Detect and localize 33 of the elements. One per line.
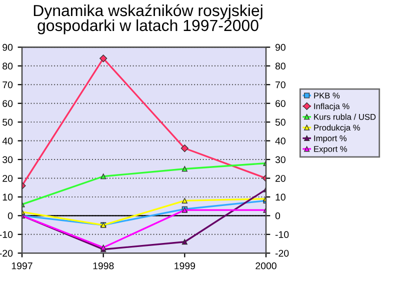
y-tick-label: 80 — [2, 62, 13, 70]
y-tick-label: 30 — [2, 156, 13, 164]
y2-tick-label: -20 — [275, 250, 289, 257]
y-tick-label: 60 — [2, 100, 13, 107]
x-tick-label: 1999 — [174, 262, 196, 270]
x-tick-label: 1997 — [12, 262, 32, 270]
legend-label: Export % — [314, 146, 348, 154]
y-tick-label: 40 — [2, 138, 13, 144]
y2-tick-label: 0 — [275, 212, 280, 220]
y2-tick-label: 50 — [275, 118, 286, 126]
y2-tick-label: 60 — [276, 100, 286, 107]
y2-tick-label: 30 — [275, 156, 286, 164]
y-tick-label: 10 — [2, 194, 13, 201]
y2-tick-label: -10 — [275, 231, 289, 238]
y-tick-label: 70 — [2, 81, 13, 88]
y2-tick-label: 70 — [276, 81, 286, 88]
legend-label: Import % — [314, 135, 347, 143]
chart-title: Dynamika wskaźników rosyjskiej gospodarki w latach 1997-2000 — [34, 4, 262, 34]
y2-tick-label: 10 — [276, 194, 286, 201]
y-tick-label: 50 — [2, 118, 13, 126]
y2-tick-label: 20 — [276, 174, 286, 182]
y-tick-label: 0 — [8, 212, 13, 220]
legend-label: PKB % — [314, 92, 340, 98]
legend-label: Produkcja % — [314, 124, 360, 132]
y2-tick-label: 40 — [275, 138, 286, 144]
y-tick-label: 20 — [2, 174, 13, 182]
x-tick-label: 1998 — [93, 262, 114, 270]
y-tick-label: 90 — [2, 44, 13, 51]
x-tick-label: 2000 — [256, 262, 276, 270]
y2-tick-label: 80 — [275, 62, 286, 70]
y2-tick-label: 90 — [275, 44, 286, 51]
legend-label: Inflacja % — [314, 103, 350, 111]
legend-label: Kurs rubla / USD — [314, 114, 376, 120]
